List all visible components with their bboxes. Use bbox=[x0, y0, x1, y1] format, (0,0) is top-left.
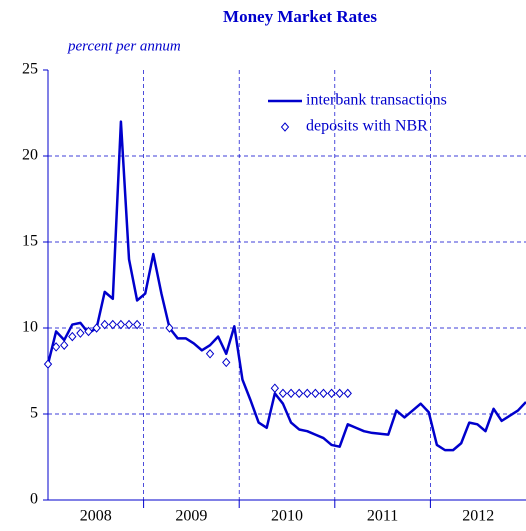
diamond-marker bbox=[84, 326, 93, 337]
diamond-marker bbox=[43, 359, 53, 369]
diamond-marker bbox=[60, 340, 69, 350]
legend-label: deposits with NBR bbox=[306, 118, 428, 135]
chart-title: Money Market Rates bbox=[223, 7, 377, 26]
y-tick-label: 15 bbox=[22, 233, 38, 250]
diamond-marker bbox=[311, 388, 320, 399]
x-tick-label: 2009 bbox=[175, 508, 207, 525]
diamond-marker bbox=[327, 388, 336, 399]
diamond-marker bbox=[108, 319, 117, 330]
diamond-marker bbox=[100, 319, 109, 330]
diamond-marker bbox=[278, 388, 288, 399]
diamond-marker bbox=[51, 342, 61, 352]
diamond-marker bbox=[116, 319, 126, 330]
diamond-marker bbox=[132, 319, 142, 330]
diamond-marker bbox=[68, 331, 77, 342]
y-tick-label: 5 bbox=[30, 405, 38, 422]
diamond-marker bbox=[294, 388, 304, 399]
diamond-marker bbox=[335, 388, 344, 399]
legend-label: interbank transactions bbox=[306, 92, 447, 109]
x-tick-label: 2012 bbox=[462, 508, 494, 525]
chart-subtitle: percent per annum bbox=[67, 38, 181, 54]
diamond-marker bbox=[270, 383, 280, 393]
y-tick-label: 10 bbox=[22, 319, 38, 336]
diamond-marker bbox=[343, 388, 352, 399]
x-tick-label: 2011 bbox=[367, 508, 398, 525]
diamond-marker bbox=[165, 323, 174, 333]
diamond-marker bbox=[124, 319, 134, 330]
y-tick-label: 25 bbox=[22, 61, 38, 78]
diamond-marker bbox=[319, 388, 328, 399]
y-tick-label: 20 bbox=[22, 147, 38, 164]
y-tick-label: 0 bbox=[30, 491, 38, 508]
diamond-marker bbox=[76, 328, 85, 338]
x-tick-label: 2008 bbox=[80, 508, 112, 525]
diamond-marker bbox=[303, 388, 312, 399]
diamond-marker bbox=[286, 388, 296, 399]
diamond-marker bbox=[92, 323, 101, 333]
diamond-marker bbox=[205, 349, 215, 359]
x-tick-label: 2010 bbox=[271, 508, 303, 525]
legend-marker bbox=[280, 122, 290, 132]
series-line bbox=[46, 120, 526, 452]
diamond-marker bbox=[222, 357, 231, 368]
